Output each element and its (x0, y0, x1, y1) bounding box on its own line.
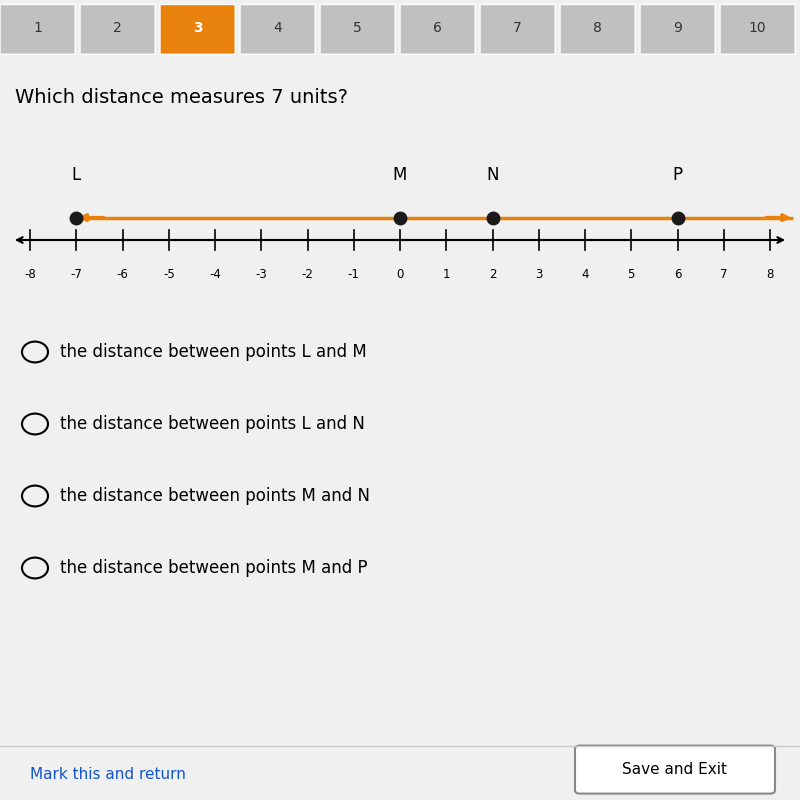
Text: 7: 7 (514, 21, 522, 35)
Text: -5: -5 (163, 268, 174, 281)
Text: 8: 8 (593, 21, 602, 35)
Text: M: M (393, 166, 407, 184)
Text: -8: -8 (24, 268, 36, 281)
Text: Mark this and return: Mark this and return (30, 767, 186, 782)
Text: 10: 10 (749, 21, 766, 35)
Text: 3: 3 (535, 268, 542, 281)
Text: 6: 6 (433, 21, 442, 35)
FancyBboxPatch shape (720, 5, 795, 54)
FancyBboxPatch shape (575, 746, 775, 794)
Text: 2: 2 (114, 21, 122, 35)
FancyBboxPatch shape (480, 5, 555, 54)
FancyBboxPatch shape (0, 5, 75, 54)
Text: 1: 1 (442, 268, 450, 281)
Text: L: L (72, 166, 81, 184)
Text: 4: 4 (274, 21, 282, 35)
Text: -3: -3 (255, 268, 267, 281)
Text: N: N (486, 166, 498, 184)
Text: Save and Exit: Save and Exit (622, 762, 727, 777)
Text: Which distance measures 7 units?: Which distance measures 7 units? (15, 88, 348, 107)
Text: 2: 2 (489, 268, 496, 281)
Text: the distance between points M and P: the distance between points M and P (60, 559, 368, 577)
Text: -1: -1 (348, 268, 360, 281)
Text: 6: 6 (674, 268, 682, 281)
Text: 4: 4 (582, 268, 589, 281)
Text: 5: 5 (627, 268, 635, 281)
FancyBboxPatch shape (240, 5, 315, 54)
FancyBboxPatch shape (400, 5, 475, 54)
Text: P: P (673, 166, 682, 184)
Text: -2: -2 (302, 268, 314, 281)
FancyBboxPatch shape (80, 5, 155, 54)
FancyBboxPatch shape (560, 5, 635, 54)
Text: 3: 3 (193, 21, 202, 35)
Text: 5: 5 (354, 21, 362, 35)
FancyBboxPatch shape (160, 5, 235, 54)
Text: the distance between points L and M: the distance between points L and M (60, 343, 366, 361)
Text: the distance between points M and N: the distance between points M and N (60, 487, 370, 505)
Text: -7: -7 (70, 268, 82, 281)
Text: -4: -4 (209, 268, 221, 281)
Text: 7: 7 (720, 268, 727, 281)
FancyBboxPatch shape (640, 5, 715, 54)
FancyBboxPatch shape (320, 5, 395, 54)
Text: -6: -6 (117, 268, 129, 281)
Text: 1: 1 (33, 21, 42, 35)
Text: 0: 0 (396, 268, 404, 281)
Text: 9: 9 (673, 21, 682, 35)
Text: the distance between points L and N: the distance between points L and N (60, 415, 365, 433)
Text: 8: 8 (766, 268, 774, 281)
